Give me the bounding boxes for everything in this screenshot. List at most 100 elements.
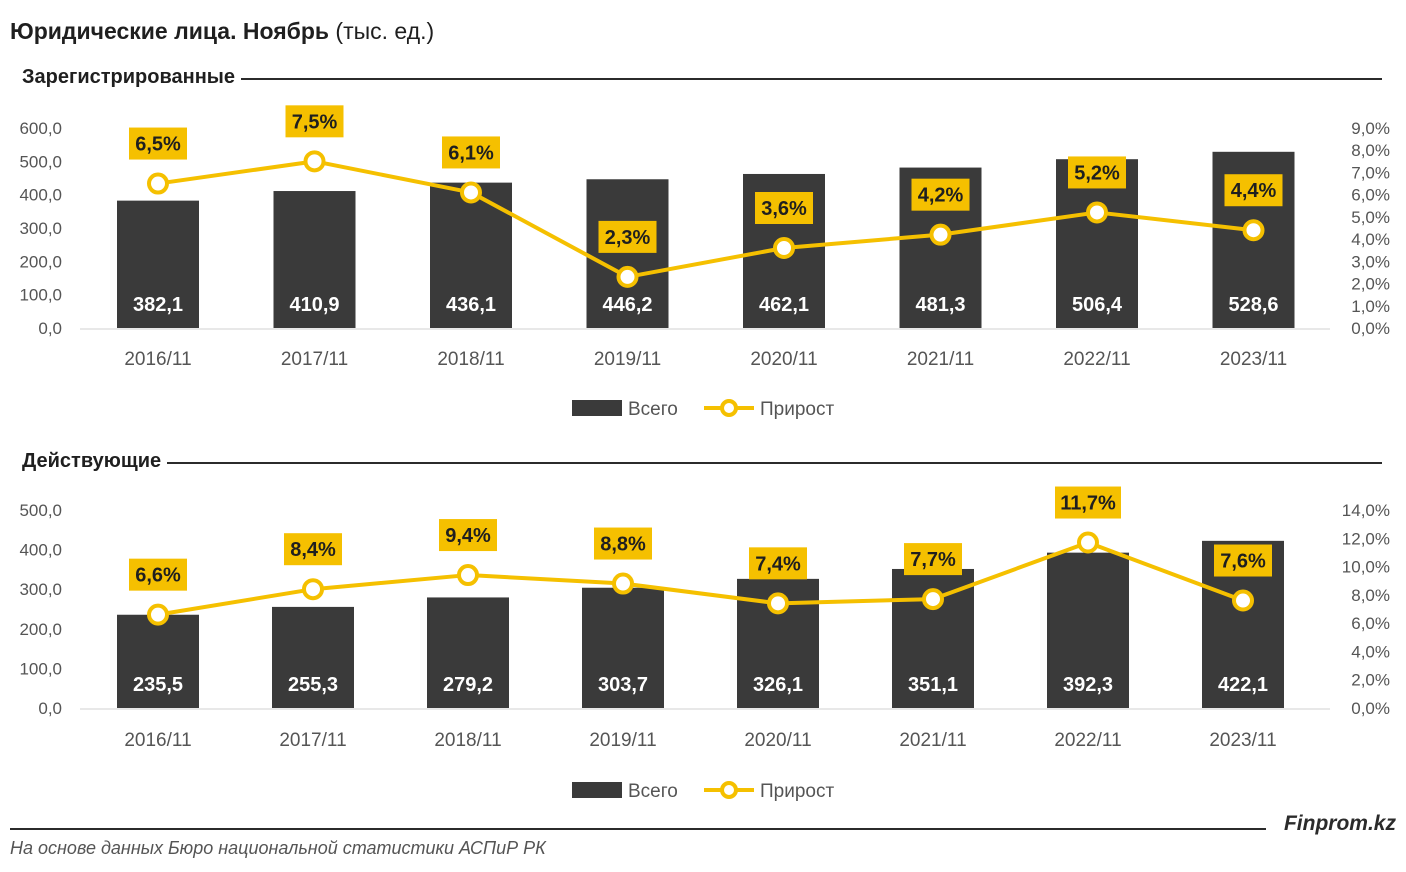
- bar-value-label: 462,1: [759, 294, 809, 316]
- x-tick-label: 2023/11: [1209, 730, 1276, 751]
- y2-tick-label: 1,0%: [1351, 297, 1390, 316]
- section2-title: Действующие: [22, 450, 168, 473]
- x-tick-label: 2016/11: [124, 730, 191, 751]
- y2-tick-label: 0,0%: [1351, 699, 1390, 718]
- growth-point: [616, 265, 639, 288]
- growth-label-box: [439, 519, 497, 552]
- section2-divider: [22, 462, 1382, 464]
- growth-value-label: 4,4%: [1231, 180, 1277, 202]
- legend-line-marker: [720, 399, 738, 417]
- y2-tick-label: 12,0%: [1342, 529, 1390, 548]
- growth-value-label: 7,5%: [292, 111, 338, 133]
- growth-label-box: [1055, 486, 1121, 519]
- x-tick-label: 2019/11: [589, 730, 656, 751]
- bar-value-label: 422,1: [1218, 674, 1268, 696]
- growth-value-label: 5,2%: [1074, 162, 1120, 184]
- y2-tick-label: 3,0%: [1351, 252, 1390, 271]
- growth-point: [460, 181, 482, 204]
- y2-tick-label: 10,0%: [1342, 558, 1390, 577]
- x-tick-label: 2021/11: [899, 730, 966, 751]
- bar: [117, 614, 199, 708]
- y2-tick-label: 8,0%: [1351, 586, 1390, 605]
- bar-value-label: 436,1: [446, 294, 496, 316]
- growth-label-box: [749, 547, 807, 580]
- chart-active: 0,0 100,0 200,0 300,0 400,0 500,0 0,0% 2,0% 4,0%…: [19, 486, 1390, 802]
- growth-point: [1242, 219, 1265, 242]
- y-tick-label: 100,0: [19, 286, 62, 305]
- x-tick-label: 2022/11: [1054, 730, 1121, 751]
- bar: [272, 606, 354, 708]
- y2-tick-label: 2,0%: [1351, 275, 1390, 294]
- growth-point: [1232, 589, 1254, 612]
- growth-point: [612, 572, 634, 595]
- y2-tick-label: 4,0%: [1351, 642, 1390, 661]
- growth-value-label: 2,3%: [605, 227, 651, 249]
- growth-line: [157, 540, 1244, 617]
- growth-label-box: [904, 543, 962, 576]
- bar-value-label: 255,3: [288, 674, 338, 696]
- bar-value-label: 235,5: [133, 674, 183, 696]
- y-tick-label: 600,0: [19, 119, 62, 138]
- y2-tick-label: 4,0%: [1351, 230, 1390, 249]
- bar-value-label: 528,6: [1228, 294, 1278, 316]
- y2-tick-label: 6,0%: [1351, 186, 1390, 205]
- bar: [582, 587, 664, 708]
- x-tick-label: 2018/11: [437, 349, 504, 370]
- growth-label-box: [129, 558, 187, 591]
- x-tick-label: 2022/11: [1063, 349, 1130, 370]
- y2-tick-label: 6,0%: [1351, 614, 1390, 633]
- y-tick-label: 100,0: [19, 659, 62, 678]
- growth-label-box: [594, 527, 652, 560]
- bar-value-label: 382,1: [133, 294, 183, 316]
- section1-title: Зарегистрированные: [22, 66, 241, 89]
- bar: [586, 179, 669, 328]
- growth-value-label: 7,4%: [755, 553, 801, 575]
- legend-line-label: Прирост: [760, 399, 834, 420]
- growth-value-label: 7,7%: [910, 549, 956, 571]
- legend-bar-label: Всего: [628, 399, 678, 420]
- y-tick-label: 300,0: [19, 219, 62, 238]
- y-tick-label: 300,0: [19, 580, 62, 599]
- legend-line-label: Прирост: [760, 781, 834, 802]
- growth-point: [922, 588, 944, 611]
- growth-label-box: [911, 178, 970, 211]
- growth-value-label: 3,6%: [761, 198, 807, 220]
- x-tick-label: 2021/11: [907, 349, 974, 370]
- growth-label-box: [129, 127, 187, 160]
- bar: [427, 597, 509, 708]
- growth-value-label: 8,4%: [290, 539, 336, 561]
- growth-point: [303, 150, 326, 173]
- bar-value-label: 506,4: [1072, 294, 1123, 316]
- y-tick-label: 400,0: [19, 186, 62, 205]
- title-unit: (тыс. ед.): [335, 18, 435, 44]
- y2-tick-label: 14,0%: [1342, 501, 1390, 520]
- growth-label-box: [285, 105, 344, 138]
- y2-tick-label: 8,0%: [1351, 141, 1390, 160]
- bar: [1047, 552, 1129, 708]
- growth-value-label: 6,1%: [448, 142, 494, 164]
- x-tick-label: 2016/11: [124, 349, 191, 370]
- y-tick-label: 200,0: [19, 252, 62, 271]
- growth-point: [1086, 201, 1108, 224]
- growth-point: [1077, 531, 1099, 554]
- chart-registered: 0,0 100,0 200,0 300,0 400,0 500,0 600,0 0,0% 1,0…: [19, 105, 1390, 420]
- growth-value-label: 4,2%: [918, 185, 964, 207]
- section1-divider: [22, 78, 1382, 80]
- growth-value-label: 8,8%: [600, 534, 646, 556]
- x-tick-label: 2017/11: [279, 730, 346, 751]
- growth-point: [147, 172, 169, 195]
- bar-value-label: 446,2: [602, 294, 652, 316]
- bar-value-label: 410,9: [289, 294, 339, 316]
- growth-label-box: [1224, 174, 1283, 207]
- y2-tick-label: 9,0%: [1351, 119, 1390, 138]
- page-title: Юридические лица. Ноябрь (тыс. ед.): [10, 18, 434, 45]
- y-tick-label: 0,0: [38, 699, 62, 718]
- x-tick-label: 2018/11: [434, 730, 501, 751]
- y-tick-label: 500,0: [19, 501, 62, 520]
- growth-label-box: [1068, 156, 1126, 189]
- growth-value-label: 7,6%: [1220, 551, 1266, 573]
- x-tick-label: 2019/11: [594, 349, 661, 370]
- legend-line-marker: [720, 781, 738, 799]
- y-tick-label: 500,0: [19, 152, 62, 171]
- y2-tick-label: 5,0%: [1351, 208, 1390, 227]
